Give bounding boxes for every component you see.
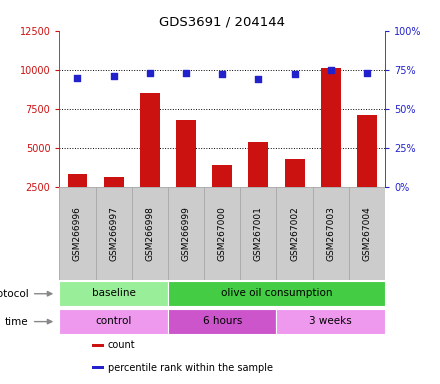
Text: GSM266998: GSM266998 xyxy=(145,206,154,261)
Text: time: time xyxy=(5,317,29,327)
Point xyxy=(219,71,226,78)
Point xyxy=(183,70,190,76)
Text: GSM266999: GSM266999 xyxy=(182,206,191,261)
Text: GSM267004: GSM267004 xyxy=(363,206,371,261)
Text: control: control xyxy=(95,316,132,326)
Text: olive oil consumption: olive oil consumption xyxy=(221,288,332,298)
Bar xyxy=(204,187,240,280)
Point xyxy=(291,71,298,78)
Bar xyxy=(276,309,385,334)
Point xyxy=(255,76,262,82)
Bar xyxy=(349,187,385,280)
Text: GSM266996: GSM266996 xyxy=(73,206,82,261)
Point xyxy=(110,73,117,79)
Bar xyxy=(92,366,104,369)
Text: GSM267000: GSM267000 xyxy=(218,206,227,261)
Bar xyxy=(212,165,232,187)
Bar xyxy=(140,93,160,187)
Bar xyxy=(240,187,276,280)
Text: percentile rank within the sample: percentile rank within the sample xyxy=(108,362,273,372)
Bar xyxy=(313,187,349,280)
Bar xyxy=(95,187,132,280)
Bar xyxy=(168,309,276,334)
Bar xyxy=(321,68,341,187)
Text: GSM267001: GSM267001 xyxy=(254,206,263,261)
Bar xyxy=(168,281,385,306)
Bar xyxy=(104,177,124,187)
Bar xyxy=(59,309,168,334)
Point xyxy=(363,70,370,76)
Bar xyxy=(132,187,168,280)
Point xyxy=(74,74,81,81)
Bar xyxy=(92,344,104,347)
Bar xyxy=(249,142,268,187)
Bar xyxy=(59,281,168,306)
Text: baseline: baseline xyxy=(92,288,136,298)
Bar xyxy=(285,159,304,187)
Text: protocol: protocol xyxy=(0,289,29,299)
Bar xyxy=(176,120,196,187)
Text: GSM267002: GSM267002 xyxy=(290,206,299,261)
Title: GDS3691 / 204144: GDS3691 / 204144 xyxy=(159,15,285,28)
Point xyxy=(147,70,154,76)
Text: 3 weeks: 3 weeks xyxy=(309,316,352,326)
Bar xyxy=(357,115,377,187)
Bar xyxy=(168,187,204,280)
Text: GSM267003: GSM267003 xyxy=(326,206,335,261)
Point xyxy=(327,67,334,73)
Text: 6 hours: 6 hours xyxy=(202,316,242,326)
Bar xyxy=(276,187,313,280)
Bar xyxy=(59,187,95,280)
Text: count: count xyxy=(108,340,136,350)
Text: GSM266997: GSM266997 xyxy=(109,206,118,261)
Bar xyxy=(68,174,88,187)
